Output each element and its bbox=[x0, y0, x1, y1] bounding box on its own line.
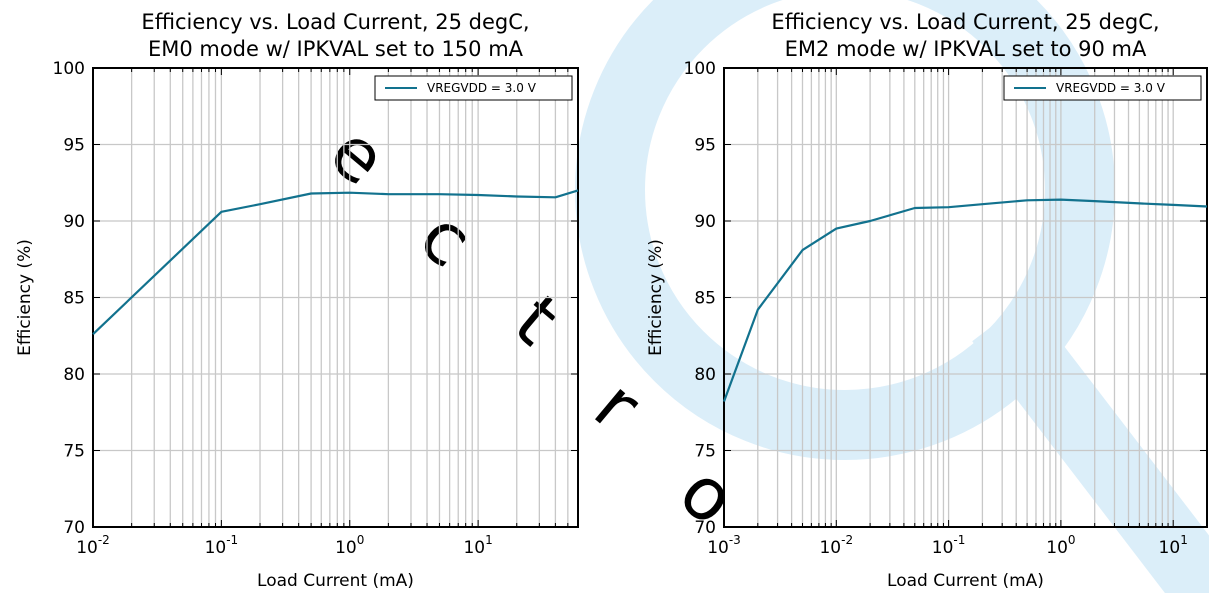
x-tick-label: 100 bbox=[1046, 533, 1075, 558]
y-tick-label: 85 bbox=[63, 289, 85, 309]
x-tick-label: 10-2 bbox=[76, 533, 110, 558]
x-tick-label: 10-2 bbox=[819, 533, 853, 558]
y-tick-label: 100 bbox=[684, 59, 716, 79]
series-line bbox=[92, 189, 579, 335]
x-tick-label: 10-3 bbox=[707, 533, 741, 558]
legend-label: VREGVDD = 3.0 V bbox=[1056, 81, 1166, 95]
y-tick-label: 100 bbox=[53, 59, 85, 79]
grid-lines bbox=[723, 67, 1208, 528]
chart-title: Efficiency vs. Load Current, 25 degC, bbox=[141, 10, 529, 34]
legend: VREGVDD = 3.0 V bbox=[1003, 75, 1202, 101]
y-tick-label: 75 bbox=[63, 442, 85, 462]
chart-subtitle: EM2 mode w/ IPKVAL set to 90 mA bbox=[785, 37, 1147, 61]
y-tick-label: 90 bbox=[694, 212, 716, 232]
grid-lines bbox=[92, 67, 579, 528]
chart-em2: 70 75 80 85 90 95 100 10-3 10-2 10-1 100 101 Effici… bbox=[646, 10, 1208, 591]
y-tick-label: 95 bbox=[694, 136, 716, 156]
y-tick-label: 95 bbox=[63, 136, 85, 156]
y-tick-label: 80 bbox=[63, 365, 85, 385]
y-tick-label: 85 bbox=[694, 289, 716, 309]
y-tick-label: 70 bbox=[63, 518, 85, 538]
chart-em0: 70 75 80 85 90 95 100 10-2 10-1 100 101 Efficiency… bbox=[15, 10, 579, 591]
x-tick-label: 100 bbox=[335, 533, 364, 558]
series-lines bbox=[92, 189, 579, 335]
x-axis-label: Load Current (mA) bbox=[887, 571, 1044, 591]
y-axis-label: Efficiency (%) bbox=[646, 239, 666, 356]
x-tick-label: 10-1 bbox=[932, 533, 966, 558]
y-tick-label: 90 bbox=[63, 212, 85, 232]
y-tick-label: 75 bbox=[694, 442, 716, 462]
legend-label: VREGVDD = 3.0 V bbox=[427, 81, 537, 95]
legend: VREGVDD = 3.0 V bbox=[374, 75, 573, 101]
tick-labels: 70 75 80 85 90 95 100 10-3 10-2 10-1 100 101 bbox=[684, 59, 1188, 558]
series-lines bbox=[722, 198, 1208, 402]
y-axis-label: Efficiency (%) bbox=[15, 239, 35, 356]
x-tick-label: 101 bbox=[463, 533, 492, 558]
chart-subtitle: EM0 mode w/ IPKVAL set to 150 mA bbox=[148, 37, 524, 61]
axis-ticks bbox=[723, 67, 1208, 528]
series-line bbox=[722, 198, 1208, 402]
chart-title: Efficiency vs. Load Current, 25 degC, bbox=[771, 10, 1159, 34]
x-axis-label: Load Current (mA) bbox=[257, 571, 414, 591]
y-tick-label: 80 bbox=[694, 365, 716, 385]
axis-ticks bbox=[92, 67, 579, 528]
y-tick-label: 70 bbox=[694, 518, 716, 538]
tick-labels: 70 75 80 85 90 95 100 10-2 10-1 100 101 bbox=[53, 59, 493, 558]
x-tick-label: 10-1 bbox=[205, 533, 239, 558]
x-tick-label: 101 bbox=[1159, 533, 1188, 558]
